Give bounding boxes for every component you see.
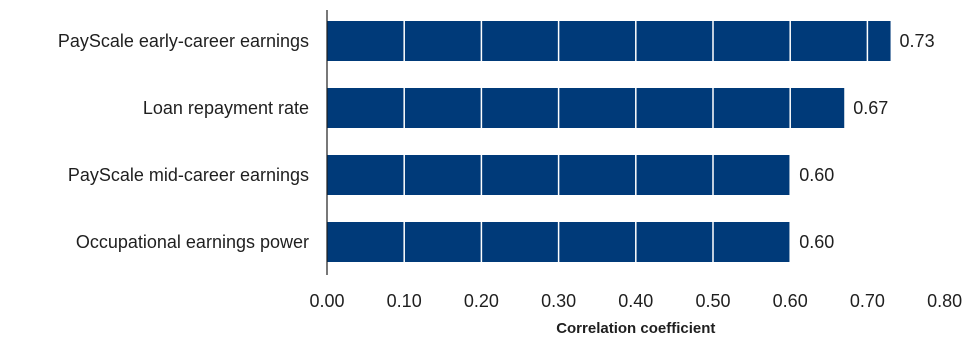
x-tick-label: 0.40 (618, 291, 653, 311)
bar (327, 88, 845, 128)
bars-group (327, 21, 891, 262)
category-label: Loan repayment rate (143, 98, 309, 118)
category-label: Occupational earnings power (76, 232, 309, 252)
x-tick-label: 0.20 (464, 291, 499, 311)
category-label: PayScale mid-career earnings (68, 165, 309, 185)
gridlines-group (403, 10, 946, 275)
x-tick-label: 0.70 (850, 291, 885, 311)
x-tick-label: 0.10 (387, 291, 422, 311)
data-label: 0.73 (900, 31, 935, 51)
category-labels-group: PayScale early-career earnings Loan repay… (58, 31, 309, 252)
x-tick-label: 0.00 (309, 291, 344, 311)
x-tick-label: 0.30 (541, 291, 576, 311)
x-tick-labels-group: 0.00 0.10 0.20 0.30 0.40 0.50 0.60 0.70 0.80 (309, 291, 962, 311)
data-label: 0.60 (799, 165, 834, 185)
x-tick-label: 0.80 (927, 291, 962, 311)
x-tick-label: 0.60 (773, 291, 808, 311)
value-labels-group: 0.73 0.67 0.60 0.60 (799, 31, 934, 252)
x-tick-label: 0.50 (695, 291, 730, 311)
bar (327, 21, 891, 61)
data-label: 0.67 (853, 98, 888, 118)
data-label: 0.60 (799, 232, 834, 252)
x-axis-title: Correlation coefficient (556, 320, 715, 337)
category-label: PayScale early-career earnings (58, 31, 309, 51)
